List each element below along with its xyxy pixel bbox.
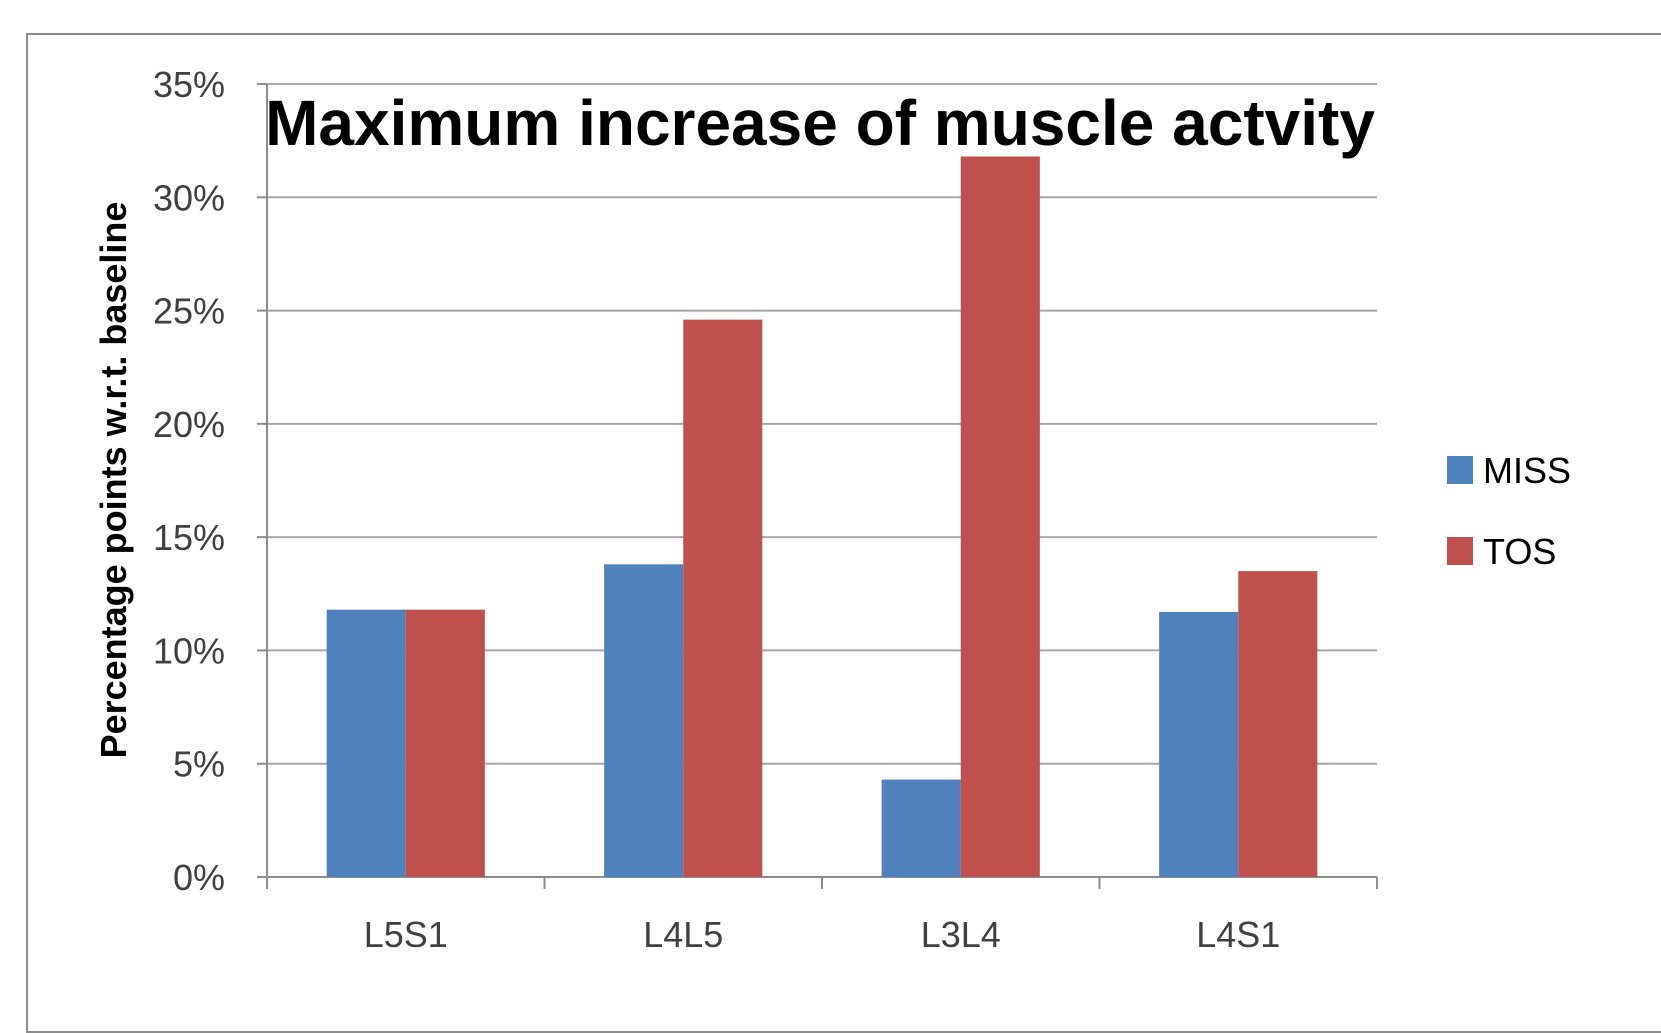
bar-tos-l3l4 [960, 156, 1040, 877]
legend-label-miss: MISS [1483, 450, 1571, 491]
x-tick-label: L5S1 [364, 914, 448, 955]
bars [326, 156, 1318, 877]
y-tick-label: 20% [153, 404, 225, 445]
tick-labels: 0% 5% 10% 15% 20% 25% 30% 35% L5S1 L4L5 L3L4 L4S1 [153, 64, 1280, 955]
legend-swatch-tos [1447, 537, 1473, 565]
y-tick-label: 15% [153, 517, 225, 558]
y-tick-label: 0% [173, 857, 225, 898]
bar-miss-l4s1 [1159, 611, 1239, 877]
y-tick-label: 25% [153, 291, 225, 332]
y-axis-label: Percentage points w.r.t. baseline [93, 202, 134, 759]
y-tick-label: 30% [153, 177, 225, 218]
bar-miss-l3l4 [881, 779, 961, 877]
chart-title: Maximum increase of muscle actvity [265, 87, 1375, 159]
bar-miss-l5s1 [326, 609, 406, 877]
bar-tos-l4l5 [683, 319, 763, 877]
legend-label-tos: TOS [1483, 531, 1556, 572]
bar-tos-l5s1 [405, 609, 485, 877]
legend-swatch-miss [1447, 456, 1473, 484]
y-tick-label: 5% [173, 744, 225, 785]
bar-chart: 0% 5% 10% 15% 20% 25% 30% 35% L5S1 L4L5 L3L4 L4S1 M… [93, 64, 1571, 955]
x-tick-label: L3L4 [921, 914, 1001, 955]
chart-frame [26, 33, 1661, 1033]
bar-miss-l4l5 [604, 564, 684, 877]
legend: MISS TOS [1447, 450, 1571, 572]
x-tick-label: L4L5 [643, 914, 723, 955]
x-tick-label: L4S1 [1196, 914, 1280, 955]
y-tick-label: 10% [153, 630, 225, 671]
y-tick-label: 35% [153, 64, 225, 105]
bar-tos-l4s1 [1238, 571, 1318, 877]
